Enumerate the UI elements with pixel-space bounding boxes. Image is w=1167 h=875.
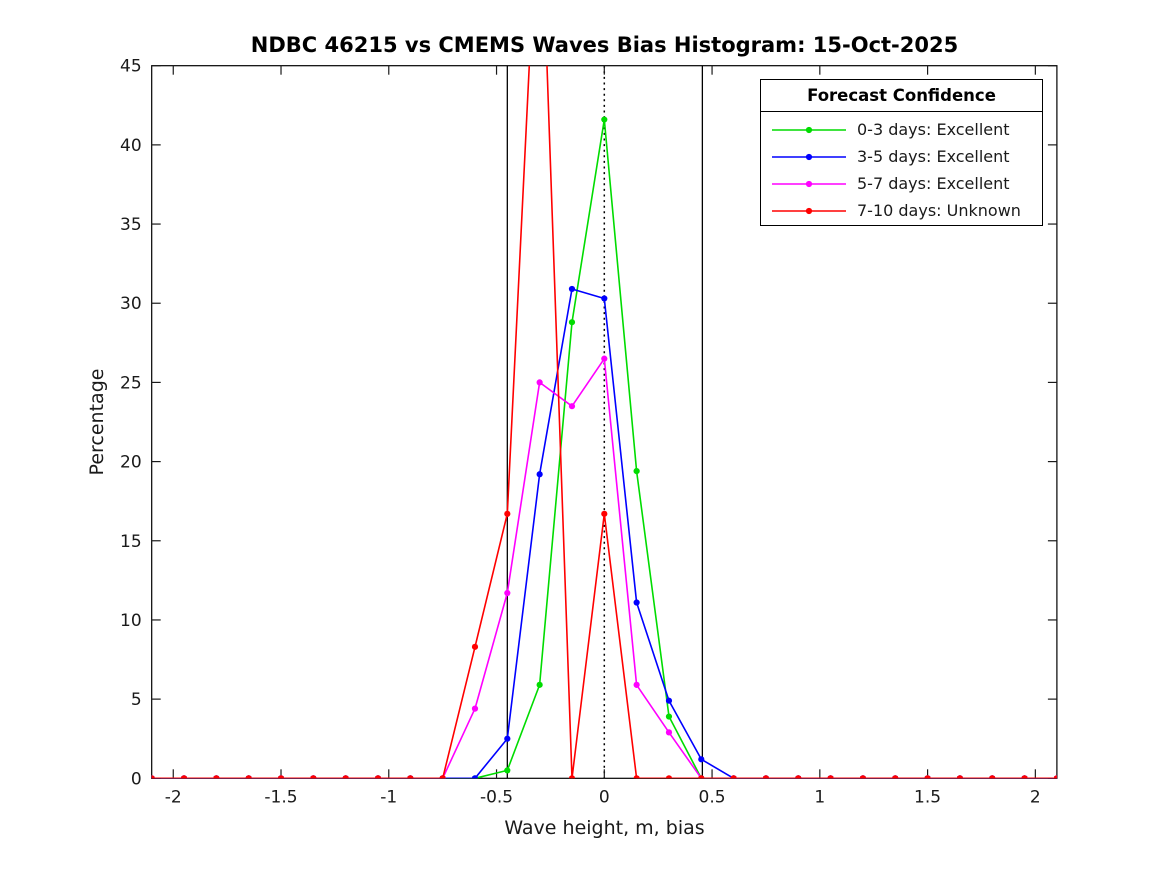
data-point-marker — [665, 697, 673, 704]
data-point-marker — [277, 775, 285, 779]
y-tick-label: 35 — [120, 215, 142, 235]
legend-item-label: 3-5 days: Excellent — [857, 147, 1010, 166]
data-point-marker — [633, 467, 640, 475]
x-tick-label: -1 — [380, 787, 397, 807]
legend-line-sample — [772, 207, 846, 214]
x-tick-label: 2 — [1030, 787, 1041, 807]
data-point-marker — [1053, 775, 1057, 779]
chart-title: NDBC 46215 vs CMEMS Waves Bias Histogram… — [250, 33, 959, 57]
data-point-marker — [536, 681, 543, 688]
legend-item: 5-7 days: Excellent — [761, 170, 1042, 197]
y-tick-label: 25 — [120, 373, 142, 393]
legend: Forecast Confidence 0-3 days: Excellent 3… — [760, 79, 1043, 226]
data-point-marker — [180, 775, 188, 779]
data-point-marker — [698, 775, 705, 779]
data-point-marker — [245, 775, 252, 779]
data-point-marker — [601, 355, 608, 362]
data-point-marker — [827, 775, 834, 779]
data-point-marker — [471, 705, 479, 712]
legend-item-label: 7-10 days: Unknown — [857, 201, 1021, 220]
data-point-marker — [730, 775, 737, 779]
y-tick-label: 5 — [131, 690, 142, 710]
data-point-marker — [892, 775, 899, 779]
data-point-marker — [342, 775, 349, 779]
x-tick-label: -2 — [165, 787, 182, 807]
data-point-marker — [536, 471, 543, 478]
data-point-marker — [568, 775, 576, 779]
legend-line-sample — [772, 180, 846, 187]
y-tick-label: 20 — [120, 453, 142, 473]
legend-items: 0-3 days: Excellent 3-5 days: Excellent 5-… — [761, 112, 1042, 224]
legend-item: 0-3 days: Excellent — [761, 116, 1042, 143]
data-point-marker — [633, 599, 640, 606]
legend-item: 7-10 days: Unknown — [761, 197, 1042, 224]
data-point-marker — [633, 775, 640, 779]
data-point-marker — [859, 775, 867, 779]
series-7-10 — [151, 65, 1057, 779]
data-point-marker — [665, 775, 673, 779]
data-point-marker — [698, 756, 705, 763]
x-tick-label: -0.5 — [480, 787, 513, 807]
data-point-marker — [536, 379, 543, 386]
legend-line-sample — [772, 153, 846, 160]
y-tick-label: 40 — [120, 136, 142, 156]
y-tick-label: 10 — [120, 611, 142, 631]
data-point-marker — [601, 116, 608, 123]
y-tick-label: 30 — [120, 294, 142, 314]
data-point-marker — [601, 510, 608, 517]
data-point-marker — [151, 775, 155, 779]
data-point-marker — [504, 767, 511, 774]
data-point-marker — [504, 510, 511, 517]
legend-line-sample — [772, 126, 846, 133]
legend-title: Forecast Confidence — [761, 80, 1042, 112]
data-point-marker — [633, 681, 640, 688]
legend-item-label: 0-3 days: Excellent — [857, 120, 1010, 139]
data-point-marker — [568, 403, 576, 410]
legend-item-label: 5-7 days: Excellent — [857, 174, 1010, 193]
data-point-marker — [989, 775, 996, 779]
data-point-marker — [407, 775, 414, 779]
y-tick-label: 15 — [120, 532, 142, 552]
data-point-marker — [665, 729, 673, 736]
data-point-marker — [568, 285, 576, 293]
legend-item: 3-5 days: Excellent — [761, 143, 1042, 170]
x-tick-label: -1.5 — [264, 787, 297, 807]
y-tick-label: 45 — [120, 57, 142, 77]
data-point-marker — [924, 775, 931, 779]
series-group — [151, 65, 1057, 779]
data-point-marker — [374, 775, 382, 779]
x-tick-label: 1.5 — [914, 787, 941, 807]
y-tick-label: 0 — [131, 769, 142, 789]
data-point-marker — [665, 713, 673, 720]
data-point-marker — [504, 735, 511, 742]
x-tick-label: 0 — [599, 787, 610, 807]
data-point-marker — [795, 775, 802, 779]
data-point-marker — [310, 775, 317, 779]
data-point-marker — [213, 775, 220, 779]
data-point-marker — [956, 775, 964, 779]
data-point-marker — [1021, 775, 1028, 779]
data-point-marker — [471, 775, 479, 779]
data-point-marker — [471, 643, 479, 650]
x-axis-label: Wave height, m, bias — [504, 817, 705, 839]
x-tick-label: 0.5 — [699, 787, 726, 807]
x-tick-label: 1 — [814, 787, 825, 807]
data-point-marker — [439, 775, 446, 779]
data-point-marker — [601, 295, 608, 302]
data-point-marker — [568, 319, 576, 326]
data-point-marker — [504, 589, 511, 597]
data-point-marker — [762, 775, 770, 779]
